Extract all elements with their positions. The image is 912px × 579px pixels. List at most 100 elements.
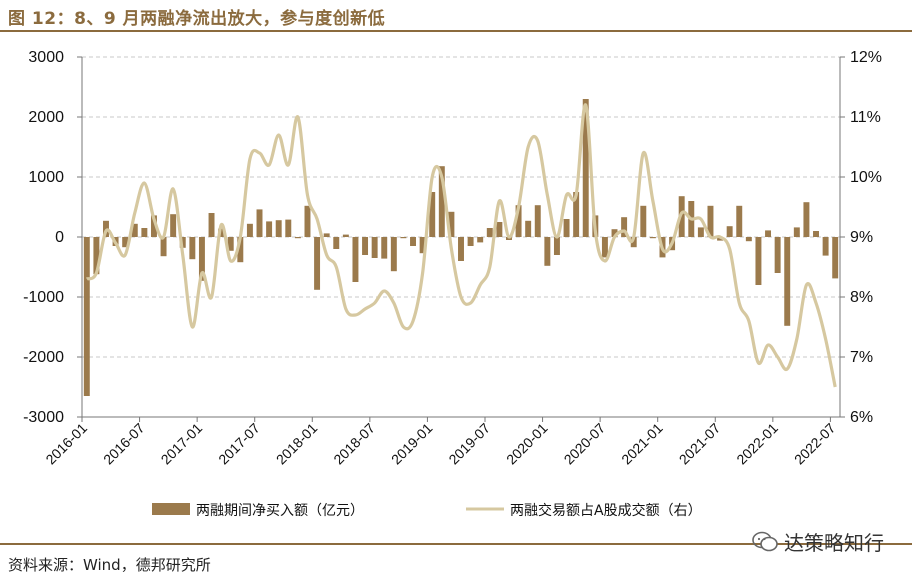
- bar: [774, 237, 781, 273]
- bar: [323, 233, 330, 237]
- x-axis-ticks: 2016-01 2016-07 2017-01 2017-07 2018-01 2018-…: [42, 417, 839, 468]
- bar: [448, 211, 455, 237]
- x-tick-label: 2017-01: [158, 420, 206, 468]
- right-axis-ticks: 12% 11% 10% 9% 8% 7% 6%: [840, 49, 882, 426]
- right-tick-label: 8%: [850, 289, 873, 306]
- bar: [227, 237, 234, 251]
- bar: [122, 237, 129, 248]
- bar: [649, 237, 656, 239]
- bar: [573, 192, 580, 237]
- x-tick-label: 2019-07: [445, 420, 493, 468]
- bar: [170, 214, 177, 237]
- bar: [640, 205, 647, 237]
- bar: [93, 237, 100, 275]
- header-divider: [0, 30, 912, 32]
- bar: [381, 237, 388, 259]
- bar: [410, 237, 416, 246]
- right-tick-label: 9%: [850, 229, 873, 246]
- bar: [563, 219, 570, 237]
- left-tick-label: 2000: [28, 109, 64, 126]
- bar: [697, 227, 704, 237]
- bar: [726, 226, 733, 237]
- bar: [784, 237, 791, 326]
- x-tick-label: 2018-01: [273, 420, 321, 468]
- source-note: 资料来源：Wind，德邦研究所: [8, 556, 211, 574]
- legend-label-line: 两融交易额占A股成交额（右）: [510, 502, 702, 519]
- bar: [390, 237, 397, 272]
- bar: [371, 237, 378, 258]
- bar: [256, 209, 263, 237]
- left-tick-label: -3000: [23, 409, 64, 426]
- bar: [208, 213, 215, 237]
- bar: [467, 237, 474, 246]
- x-tick-label: 2021-01: [618, 420, 666, 468]
- bar: [621, 217, 628, 237]
- watermark: 达策略知行: [752, 527, 884, 556]
- left-tick-label: 0: [55, 229, 64, 246]
- bar: [486, 228, 493, 237]
- bar: [141, 228, 148, 237]
- bar: [707, 205, 714, 237]
- left-tick-label: 3000: [28, 49, 64, 66]
- x-tick-label: 2020-07: [561, 420, 609, 468]
- bar: [611, 229, 618, 237]
- legend: 两融期间净买入额（亿元） 两融交易额占A股成交额（右）: [152, 502, 702, 519]
- legend-label-bar: 两融期间净买入额（亿元）: [196, 503, 364, 519]
- bar: [362, 237, 369, 255]
- bar: [218, 228, 225, 237]
- bar: [534, 205, 541, 237]
- bar: [803, 202, 810, 237]
- x-tick-label: 2017-07: [215, 420, 263, 468]
- right-tick-label: 12%: [850, 49, 882, 66]
- bar: [83, 237, 90, 396]
- bar: [582, 99, 589, 237]
- bar: [198, 237, 205, 281]
- bar: [755, 237, 762, 285]
- x-tick-label: 2016-07: [100, 420, 148, 468]
- right-tick-label: 7%: [850, 349, 873, 366]
- watermark-text: 达策略知行: [784, 531, 884, 555]
- bar: [237, 237, 244, 263]
- bar: [246, 223, 253, 237]
- bar: [294, 237, 301, 239]
- line-series: [85, 103, 837, 388]
- bar: [525, 220, 532, 237]
- bar: [189, 237, 196, 260]
- page-title: 图 12：8、9 月两融净流出放大，参与度创新低: [8, 9, 386, 29]
- footer-divider: [0, 543, 912, 545]
- bar: [553, 237, 560, 255]
- bar: [342, 234, 349, 237]
- x-tick-label: 2018-07: [330, 420, 378, 468]
- bar: [333, 237, 340, 249]
- bar: [304, 205, 311, 237]
- bar: [822, 237, 829, 256]
- bar: [429, 192, 436, 237]
- left-tick-label: -2000: [23, 349, 64, 366]
- bar: [160, 237, 167, 257]
- bar: [630, 237, 637, 248]
- bar: [150, 215, 157, 237]
- bar: [458, 237, 464, 261]
- right-tick-label: 10%: [850, 169, 882, 186]
- x-tick-label: 2016-01: [42, 420, 90, 468]
- left-tick-label: 1000: [28, 169, 64, 186]
- bar: [275, 220, 282, 237]
- x-tick-label: 2019-01: [388, 420, 436, 468]
- bar: [477, 237, 484, 243]
- x-tick-label: 2022-07: [791, 420, 839, 468]
- wechat-icon: [752, 531, 778, 551]
- bar: [813, 231, 819, 237]
- bar-series: [83, 99, 839, 396]
- left-axis-ticks: 3000 2000 1000 0 -1000 -2000 -3000: [23, 49, 82, 426]
- right-tick-label: 6%: [850, 409, 873, 426]
- bar: [419, 237, 426, 254]
- bar: [400, 237, 407, 239]
- legend-swatch-bar: [152, 503, 190, 515]
- bar: [793, 227, 800, 237]
- bar: [515, 205, 522, 237]
- x-tick-label: 2020-01: [503, 420, 551, 468]
- bar: [285, 219, 292, 237]
- bar: [314, 237, 321, 290]
- bar: [832, 237, 839, 279]
